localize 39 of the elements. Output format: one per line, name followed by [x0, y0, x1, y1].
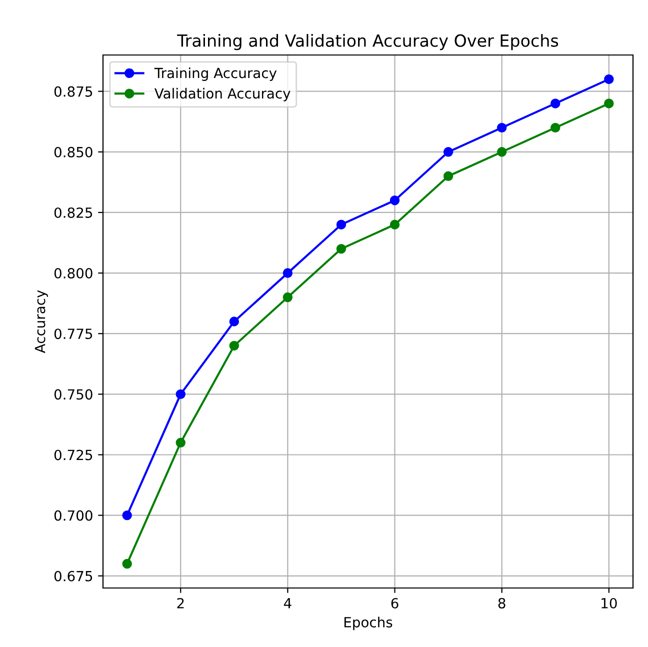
point	[122, 510, 132, 520]
x-tick-label: 2	[177, 598, 184, 608]
legend-label: Training Accuracy	[154, 68, 277, 81]
point	[282, 292, 293, 302]
x-axis-title: Epochs	[344, 616, 392, 630]
y-tick-label: 0.800	[54, 268, 92, 279]
x-tick-label: 6	[391, 598, 398, 608]
point	[550, 98, 560, 108]
y-tick-label: 0.875	[54, 86, 92, 97]
point	[176, 389, 186, 400]
y-tick-label: 0.725	[54, 450, 92, 460]
y-tick-label: 0.775	[54, 328, 92, 340]
point	[496, 147, 507, 157]
point	[496, 122, 507, 133]
point	[443, 147, 454, 157]
point	[336, 244, 346, 254]
point	[604, 74, 614, 84]
x-tick-label: 4	[284, 598, 292, 608]
y-axis-title: Accuracy	[34, 290, 48, 354]
x-tick-label: 10	[602, 598, 617, 608]
y-tick-label: 0.700	[54, 510, 92, 521]
point	[390, 196, 400, 206]
point	[443, 171, 454, 181]
point	[390, 220, 400, 230]
point	[229, 340, 240, 351]
y-tick-label: 0.825	[54, 207, 92, 218]
legend-label: Validation Accuracy	[154, 88, 290, 102]
point	[122, 558, 132, 569]
point	[229, 316, 240, 326]
y-tick-label: 0.850	[54, 146, 92, 158]
chart-title: Training and Validation Accuracy Over Epochs	[177, 34, 558, 50]
point	[176, 438, 186, 448]
y-tick-label: 0.675	[54, 570, 92, 582]
x-tick-label: 8	[498, 598, 506, 608]
y-tick-label: 0.750	[54, 389, 92, 400]
point	[282, 268, 293, 278]
point	[336, 220, 346, 230]
point	[550, 122, 560, 133]
point	[604, 98, 614, 108]
